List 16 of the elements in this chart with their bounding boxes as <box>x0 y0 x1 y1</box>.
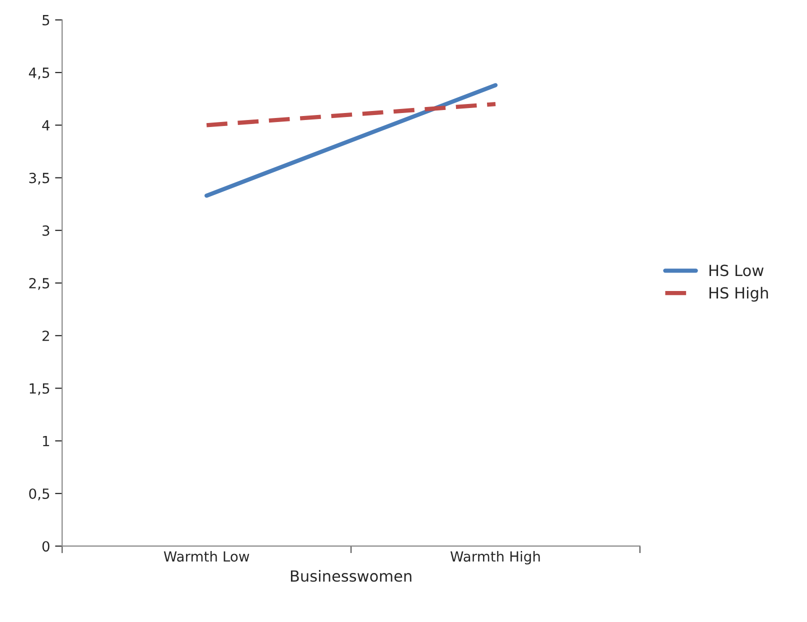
y-tick-label: 1 <box>43 436 50 446</box>
y-tick-label: 0 <box>42 541 50 552</box>
x-tick-label: Warmth Low <box>164 550 250 562</box>
y-tick-label: 4,5 <box>28 68 50 80</box>
y-tick-label: 2,5 <box>29 278 50 290</box>
y-tick-label: 4 <box>42 120 50 130</box>
y-tick-label: 3,5 <box>29 172 50 185</box>
x-axis-title: Businesswomen <box>290 570 412 582</box>
y-tick-label: 0,5 <box>29 488 50 500</box>
x-tick-label: Warmth High <box>450 550 540 564</box>
legend-label: HS Low <box>710 264 764 276</box>
y-tick-label: 2 <box>42 330 49 341</box>
y-tick-label: 5 <box>42 15 50 26</box>
y-tick-label: 3 <box>42 225 50 236</box>
y-tick-label: 1,5 <box>30 383 50 396</box>
legend-label: HS High <box>710 286 768 302</box>
